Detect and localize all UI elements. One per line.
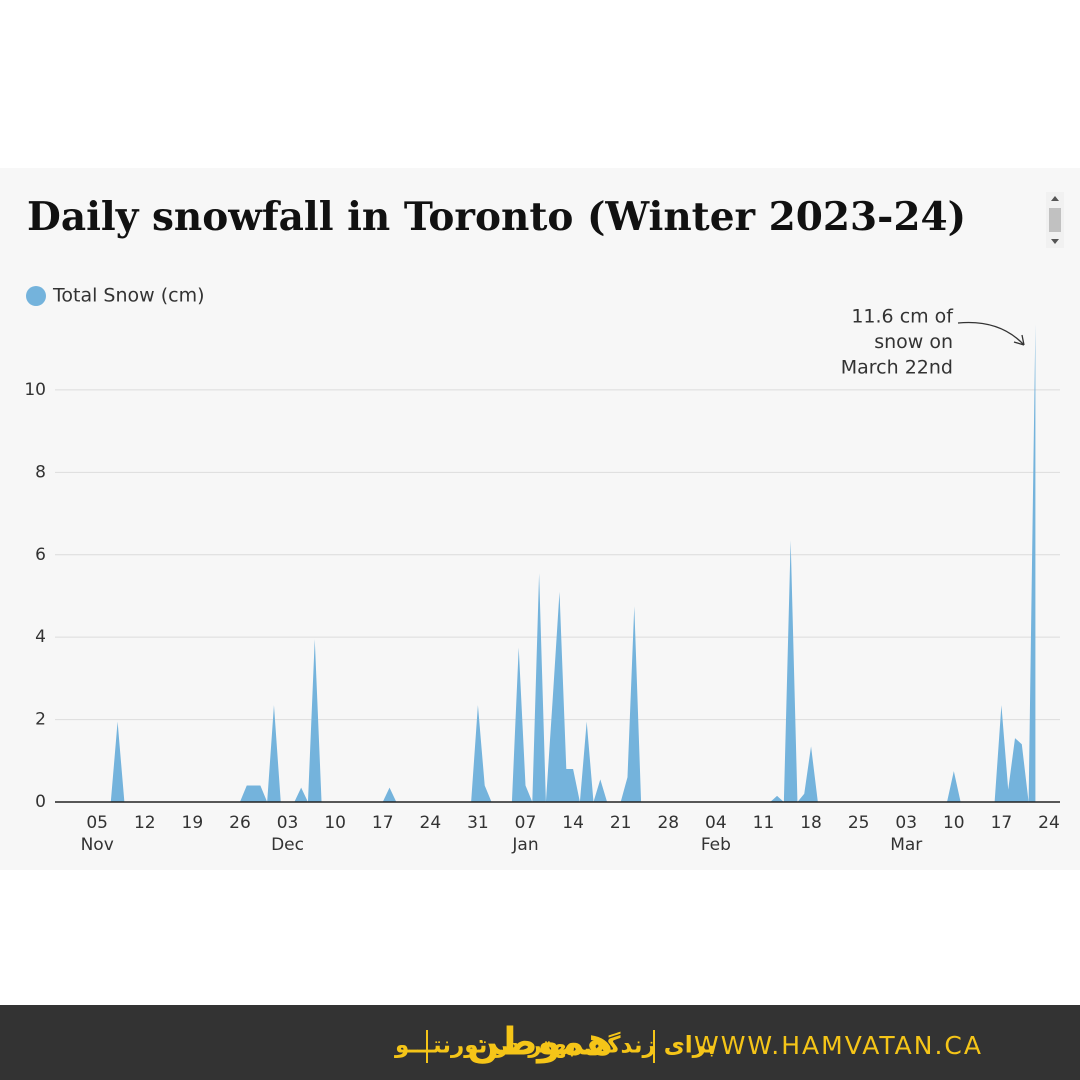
- x-tick-label: 24: [1038, 813, 1060, 833]
- x-tick-label: 05: [86, 813, 108, 833]
- y-tick-label: 0: [35, 792, 46, 812]
- annotation: snow on: [874, 331, 953, 353]
- x-month-label: Mar: [890, 835, 922, 855]
- y-tick-label: 4: [35, 627, 46, 647]
- annotation-arrow: [957, 321, 1025, 346]
- area: [70, 324, 1036, 802]
- x-tick-label: 03: [277, 813, 299, 833]
- x-tick-label: 25: [848, 813, 870, 833]
- x-month-label: Nov: [81, 835, 114, 855]
- x-tick-label: 19: [182, 813, 204, 833]
- chart-title: Daily snowfall in Toronto (Winter 2023-2…: [27, 194, 966, 240]
- x-tick-label: 10: [324, 813, 346, 833]
- x-tick-label: 07: [515, 813, 537, 833]
- x-month-label: Feb: [701, 835, 731, 855]
- x-tick-label: 12: [134, 813, 156, 833]
- x-tick-label: 03: [895, 813, 917, 833]
- x-tick-label: 10: [943, 813, 965, 833]
- x-tick-label: 04: [705, 813, 727, 833]
- x-month-label: Jan: [511, 835, 538, 855]
- x-tick-label: 17: [991, 813, 1013, 833]
- footer-logo: هموطن: [467, 1020, 613, 1064]
- x-tick-label: 11: [753, 813, 775, 833]
- x-month-label: Dec: [271, 835, 304, 855]
- y-tick-label: 2: [35, 710, 46, 730]
- legend-label: Total Snow (cm): [52, 285, 205, 307]
- y-tick-label: 8: [35, 462, 46, 482]
- footer-url[interactable]: WWW.HAMVATAN.CA: [694, 1031, 983, 1060]
- annotation: 11.6 cm of: [851, 306, 954, 328]
- annotation: March 22nd: [841, 357, 953, 379]
- x-tick-label: 21: [610, 813, 632, 833]
- legend-marker: [26, 286, 46, 306]
- y-tick-label: 10: [24, 380, 46, 400]
- x-tick-label: 17: [372, 813, 394, 833]
- footer-bar: [0, 1005, 1080, 1080]
- x-tick-label: 14: [562, 813, 584, 833]
- x-tick-label: 24: [420, 813, 442, 833]
- x-tick-label: 18: [800, 813, 822, 833]
- y-tick-label: 6: [35, 545, 46, 565]
- x-tick-label: 31: [467, 813, 489, 833]
- x-tick-label: 26: [229, 813, 251, 833]
- footer-tagline: برای زندگی بهتر در تورنتـــو: [394, 1032, 716, 1059]
- scrollbar[interactable]: [1046, 192, 1064, 248]
- x-tick-label: 28: [657, 813, 679, 833]
